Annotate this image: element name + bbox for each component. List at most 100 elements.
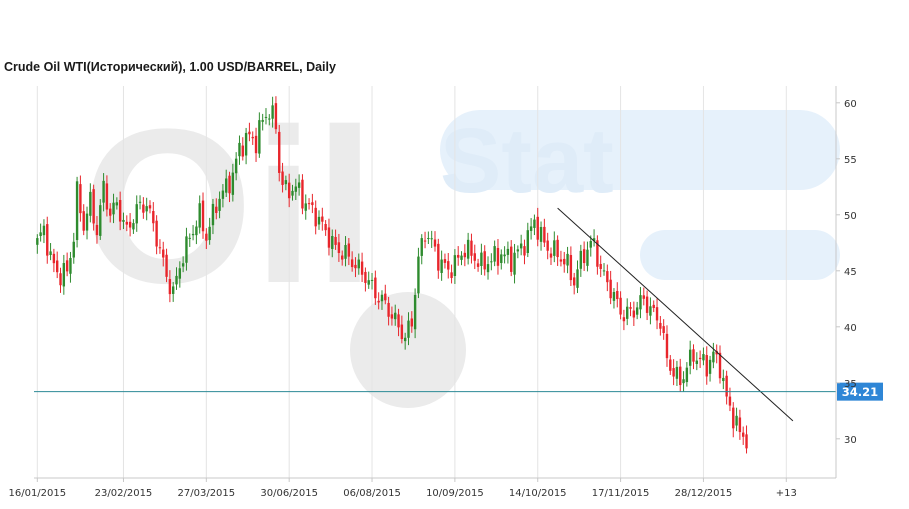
candle-body (128, 221, 132, 228)
candle-body (85, 213, 89, 231)
candle-body (105, 183, 109, 210)
candle-body (546, 240, 549, 251)
candle-body (122, 219, 125, 222)
candle (572, 272, 576, 295)
candle-body (238, 142, 241, 157)
candle (59, 267, 62, 293)
y-tick-label: 55 (844, 155, 857, 166)
candle-body (742, 432, 745, 437)
candle-body (92, 189, 95, 224)
candle (496, 239, 500, 275)
candle (725, 370, 728, 405)
x-tick-label: 06/08/2015 (343, 488, 401, 499)
candle (205, 228, 208, 250)
watermark-blue-bar-2 (640, 230, 840, 280)
candle (135, 195, 138, 232)
candle-body (456, 254, 460, 258)
candle (271, 96, 274, 128)
candle (181, 256, 185, 273)
candle (314, 200, 317, 235)
candle (387, 296, 390, 326)
candle-body (89, 191, 92, 216)
candle (297, 174, 301, 196)
candle (264, 108, 268, 125)
candle-body (516, 249, 520, 252)
candle (688, 340, 692, 375)
candle (274, 96, 278, 134)
candle (447, 253, 450, 279)
candle (138, 195, 142, 210)
candle (65, 252, 69, 277)
candle-body (423, 240, 427, 242)
candle-body (652, 304, 655, 309)
candle-body (450, 272, 453, 278)
candle-body (612, 292, 616, 301)
candle-body (745, 434, 748, 449)
candle (553, 231, 556, 263)
candle-body (251, 136, 254, 139)
chart-grid (36, 86, 787, 478)
candle (191, 225, 195, 241)
candle (228, 171, 231, 203)
candle (582, 241, 586, 271)
candle (148, 200, 152, 214)
candle (39, 223, 42, 242)
candle-body (261, 119, 264, 122)
candle-body (539, 227, 543, 242)
candle (72, 232, 75, 264)
candle-body (115, 202, 119, 206)
candle (549, 247, 553, 266)
candle-body (496, 247, 500, 266)
candle (354, 257, 357, 278)
candle (82, 204, 85, 236)
candle-body (218, 198, 221, 211)
candle (563, 251, 566, 273)
candle (334, 229, 337, 250)
candle (738, 409, 742, 440)
candle-body (606, 271, 609, 283)
candle (89, 183, 92, 223)
candle-body (586, 249, 589, 266)
candle (712, 342, 715, 369)
candle-body (307, 203, 311, 205)
candle-body (715, 350, 718, 355)
candle (311, 193, 314, 214)
candle-body (241, 145, 244, 157)
candle (155, 215, 158, 255)
candle (486, 256, 490, 280)
candle (669, 355, 672, 375)
candle-body (682, 379, 685, 384)
candle-body (712, 351, 715, 363)
candle-body (466, 239, 470, 259)
candle-body (486, 264, 490, 273)
candle-body (407, 320, 410, 338)
y-tick-label: 60 (844, 99, 857, 110)
candle-body (692, 349, 695, 362)
candle (705, 346, 708, 385)
candle-body (543, 226, 546, 243)
candle (185, 227, 188, 271)
candle (248, 122, 251, 142)
candle (258, 112, 261, 158)
candle-body (738, 417, 742, 433)
chart-axes: 30 35 40 45 50 55 60 16/01/2015 23/02/2015 27/03/… (8, 86, 857, 499)
candle-body (357, 259, 360, 269)
x-tick-label: +13 (776, 488, 797, 499)
candle-body (569, 255, 573, 281)
candle-body (72, 241, 75, 258)
candle (652, 300, 655, 313)
candle (125, 215, 128, 232)
candle (576, 260, 579, 294)
candle-body (125, 221, 128, 225)
candle (556, 235, 559, 266)
candle-body (400, 324, 404, 340)
candle (443, 253, 447, 269)
candle-body (354, 264, 357, 269)
candle-body (503, 254, 506, 257)
candle (394, 304, 397, 326)
candle-body (324, 223, 327, 231)
candle (168, 270, 172, 303)
candle-body (148, 205, 152, 209)
candle-body (433, 239, 437, 247)
